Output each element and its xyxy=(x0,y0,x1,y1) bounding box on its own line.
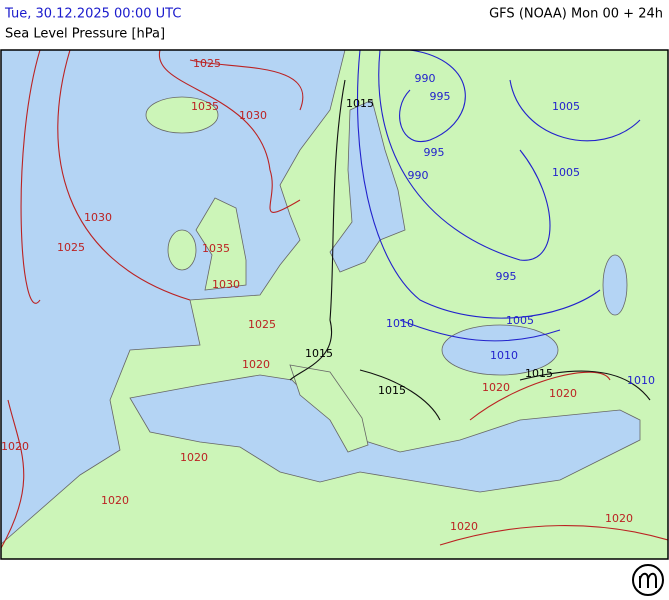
isobar-label: 1005 xyxy=(552,166,580,179)
isobar-label: 990 xyxy=(415,72,436,85)
isobar-label: 995 xyxy=(424,146,445,159)
isobar-label: 1025 xyxy=(193,57,221,70)
caspian-sea xyxy=(602,254,628,316)
isobar-label: 1020 xyxy=(1,440,29,453)
isobar-label: 1010 xyxy=(386,317,414,330)
isobar-label: 1020 xyxy=(101,494,129,507)
isobar-label: 1030 xyxy=(212,278,240,291)
isobar-label: 1015 xyxy=(346,97,374,110)
isobar-label: 1030 xyxy=(84,211,112,224)
isobar-label: 1005 xyxy=(552,100,580,113)
baltic-sea xyxy=(329,99,406,273)
ireland xyxy=(167,229,197,271)
isobar-label: 1015 xyxy=(525,367,553,380)
run-time: Tue, 30.12.2025 00:00 UTC xyxy=(4,7,181,22)
isobar-label: 1020 xyxy=(605,512,633,525)
isobar-label: 990 xyxy=(408,169,429,182)
isobar-label: 1035 xyxy=(191,100,219,113)
map-frame xyxy=(0,49,669,560)
isobar-label: 995 xyxy=(496,270,517,283)
isobar-label: 1005 xyxy=(506,314,534,327)
isobar-label: 1025 xyxy=(248,318,276,331)
isobar-label: 1010 xyxy=(490,349,518,362)
isobar-label: 1020 xyxy=(180,451,208,464)
isobar-label: 1030 xyxy=(239,109,267,122)
isobar-label: 1020 xyxy=(450,520,478,533)
isobar-label: 1015 xyxy=(305,347,333,360)
isobar-label: 1020 xyxy=(242,358,270,371)
parameter: Sea Level Pressure [hPa] xyxy=(5,27,165,42)
isobar-label: 1035 xyxy=(202,242,230,255)
isobar-label: 1015 xyxy=(378,384,406,397)
model-run: GFS (NOAA) Mon 00 + 24h xyxy=(489,7,663,22)
isobar-label: 1010 xyxy=(627,374,655,387)
isobar-label: 995 xyxy=(430,90,451,103)
logo-mark xyxy=(639,572,657,588)
great-britain xyxy=(195,197,247,291)
italy xyxy=(289,364,369,453)
map-area: 1025 1035 1030 990 995 1015 1005 995 990 1005 1030… xyxy=(1,50,668,559)
isobar-label: 1020 xyxy=(482,381,510,394)
isobar-label: 1025 xyxy=(57,241,85,254)
isobar-label: 1020 xyxy=(549,387,577,400)
iceland xyxy=(145,96,219,134)
isobars xyxy=(1,50,668,550)
